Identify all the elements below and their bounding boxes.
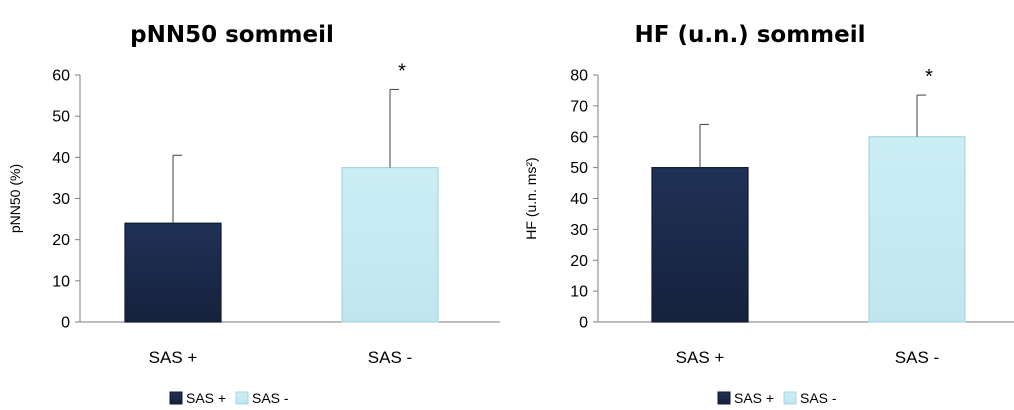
chart-2-legend-swatch-sas-plus <box>717 391 731 405</box>
chart-2-legend-label-sas-plus: SAS + <box>734 390 774 406</box>
chart-1-y-tick-label: 40 <box>52 150 70 167</box>
chart-2-y-tick-label: 60 <box>570 129 588 146</box>
chart-2-bar-sas-plus <box>651 167 749 323</box>
chart-1-y-tick-label: 0 <box>61 315 70 332</box>
chart-1-bar-sas-minus <box>341 167 439 323</box>
chart-1-legend-label-sas-minus: SAS - <box>252 390 289 406</box>
chart-2-y-axis-label: HF (u.n. ms²) <box>523 157 539 239</box>
chart-1-y-tick-label: 60 <box>52 68 70 85</box>
chart-2-significance-marker: * <box>925 66 933 88</box>
chart-2-y-tick-label: 30 <box>570 222 588 239</box>
chart-2-y-tick-label: 10 <box>570 284 588 301</box>
chart-1-y-axis-label: pNN50 (%) <box>7 164 23 233</box>
chart-2-legend-label-sas-minus: SAS - <box>800 390 837 406</box>
chart-1-y-tick-label: 20 <box>52 232 70 249</box>
chart-2-y-tick-label: 50 <box>570 160 588 177</box>
chart-1-significance-marker: * <box>398 60 406 82</box>
chart-2-legend-swatch-sas-minus <box>783 391 797 405</box>
chart-2-x-tick-label: SAS + <box>676 348 725 367</box>
chart-1-x-tick-label: SAS - <box>368 348 412 367</box>
chart-2-title: HF (u.n.) sommeil <box>634 22 865 48</box>
chart-1-legend-swatch-sas-minus <box>235 391 249 405</box>
chart-2-bar-sas-minus <box>868 136 966 323</box>
chart-1-title: pNN50 sommeil <box>130 22 334 48</box>
chart-1-legend-label-sas-plus: SAS + <box>186 390 226 406</box>
chart-2-y-tick-label: 20 <box>570 253 588 270</box>
chart-1-x-tick-label: SAS + <box>149 348 198 367</box>
chart-2-y-tick-label: 0 <box>579 315 588 332</box>
chart-2-y-tick-label: 80 <box>570 68 588 85</box>
chart-1-y-tick-label: 30 <box>52 191 70 208</box>
chart-1-legend-swatch-sas-plus <box>169 391 183 405</box>
chart-1-bar-sas-plus <box>124 222 222 323</box>
chart-2-y-tick-label: 40 <box>570 191 588 208</box>
chart-1-y-tick-label: 10 <box>52 273 70 290</box>
chart-2-x-tick-label: SAS - <box>895 348 939 367</box>
chart-2-y-tick-label: 70 <box>570 98 588 115</box>
chart-1-y-tick-label: 50 <box>52 109 70 126</box>
